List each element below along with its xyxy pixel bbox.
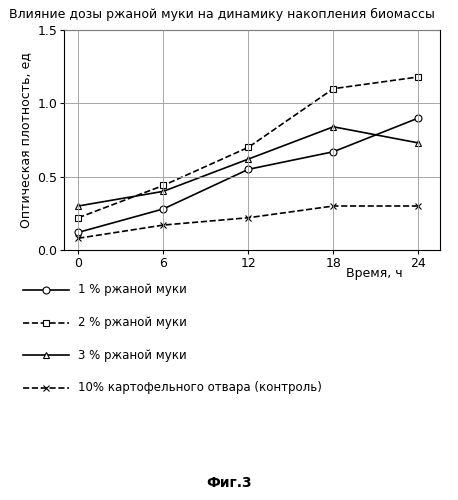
Text: 2 % ржаной муки: 2 % ржаной муки <box>78 316 187 329</box>
Text: Фиг.3: Фиг.3 <box>206 476 252 490</box>
Y-axis label: Оптическая плотность, ед: Оптическая плотность, ед <box>19 52 32 228</box>
Text: 3 % ржаной муки: 3 % ржаной муки <box>78 348 186 362</box>
Text: 1 % ржаной муки: 1 % ржаной муки <box>78 284 187 296</box>
Text: Влияние дозы ржаной муки на динамику накопления биомассы: Влияние дозы ржаной муки на динамику нак… <box>9 8 435 20</box>
Text: 10% картофельного отвара (контроль): 10% картофельного отвара (контроль) <box>78 381 322 394</box>
Text: Время, ч: Время, ч <box>346 268 403 280</box>
